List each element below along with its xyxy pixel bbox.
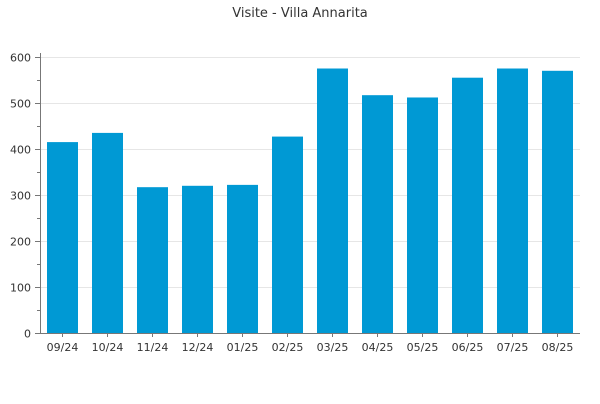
x-tick-label: 07/25 [497,341,529,354]
x-tick-label: 02/25 [272,341,304,354]
x-tick-label: 08/25 [542,341,574,354]
bar-01-25 [227,184,258,333]
x-tick-label: 12/24 [182,341,214,354]
x-tick-label: 03/25 [317,341,349,354]
y-tick-label: 600 [10,52,31,65]
axes [40,53,580,334]
x-tick-label: 09/24 [47,341,79,354]
y-tick-label: 100 [10,282,31,295]
bars [47,68,573,334]
x-tick-label: 11/24 [137,341,169,354]
x-tick-label: 05/25 [407,341,439,354]
bar-02-25 [272,136,303,333]
bar-07-25 [497,68,528,333]
bar-12-24 [182,185,213,333]
grid-lines [40,57,580,288]
bar-09-24 [47,142,78,333]
x-tick-label: 04/25 [362,341,394,354]
x-tick-label: 01/25 [227,341,259,354]
bar-08-25 [542,70,573,334]
bar-10-24 [92,132,123,333]
y-tick-label: 500 [10,98,31,111]
bar-03-25 [317,68,348,333]
bar-04-25 [362,95,393,334]
y-tick-label: 400 [10,144,31,157]
bar-05-25 [407,97,438,333]
y-tick-label: 300 [10,190,31,203]
x-tick-label: 06/25 [452,341,484,354]
y-tick-label: 0 [24,328,31,341]
chart-title: Visite - Villa Annarita [232,6,368,21]
x-tick-label: 10/24 [92,341,124,354]
x-axis-ticks: 09/24 10/24 11/24 12/24 01/25 02/25 03/25 04/25… [47,333,574,354]
bar-06-25 [452,77,483,333]
y-axis-ticks: 0 100 200 300 400 500 600 [10,52,40,341]
bar-11-24 [137,187,168,333]
y-tick-label: 200 [10,236,31,249]
